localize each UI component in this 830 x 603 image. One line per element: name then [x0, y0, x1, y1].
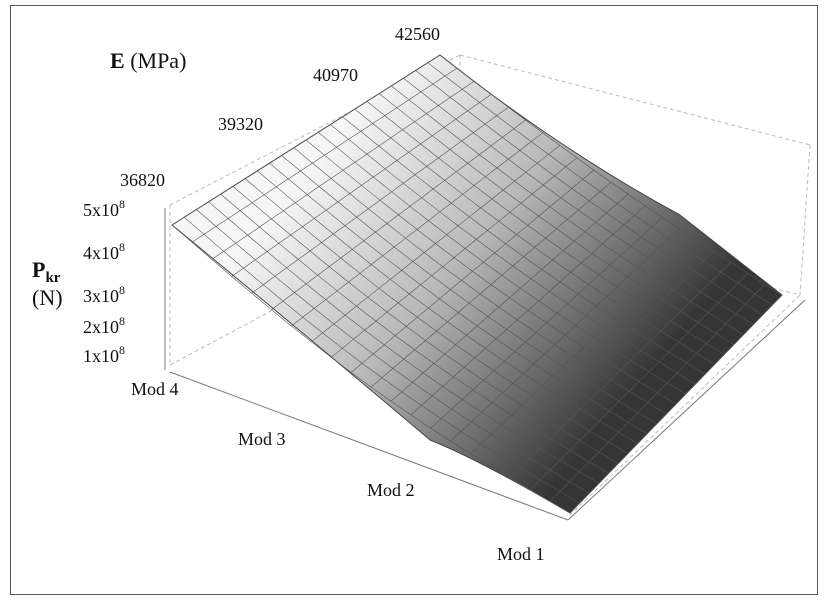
mesh-line — [171, 54, 441, 226]
mesh-line — [390, 193, 629, 402]
x-category: Mod 2 — [367, 480, 415, 500]
z-axis-title: Pkr — [32, 257, 61, 286]
z-tick: 1x108 — [83, 343, 125, 366]
e-tick: 40970 — [313, 65, 358, 85]
mesh-line — [231, 94, 492, 277]
front-axes — [164, 208, 806, 521]
mesh-line — [331, 157, 577, 358]
e-tick: 39320 — [218, 114, 263, 134]
mesh-line — [271, 119, 526, 310]
mesh-line — [410, 205, 646, 416]
mesh-line — [569, 294, 783, 514]
e-axis-title: E (MPa) — [110, 48, 186, 73]
surface-mesh — [171, 54, 783, 514]
mesh-line — [211, 80, 475, 260]
e-tick: 42560 — [395, 24, 440, 44]
surface — [171, 54, 783, 514]
z-tick: 5x108 — [83, 197, 125, 220]
x-category: Mod 4 — [131, 379, 179, 399]
mesh-line — [470, 239, 697, 454]
z-ticks: 1x108 2x108 3x108 4x108 5x108 — [83, 197, 125, 366]
z-tick: 2x108 — [83, 314, 125, 337]
mesh-line — [490, 250, 714, 467]
z-tick: 4x108 — [83, 240, 125, 263]
mesh-line — [510, 262, 731, 479]
mesh-line — [350, 169, 595, 373]
x-category: Mod 3 — [238, 429, 286, 449]
mesh-line — [251, 106, 509, 294]
mesh-line — [311, 145, 560, 343]
mesh-line — [430, 217, 663, 429]
x-category: Mod 1 — [497, 544, 545, 564]
mesh-line — [450, 228, 680, 442]
mesh-line — [291, 132, 543, 327]
z-axis-unit: (N) — [32, 285, 63, 310]
mesh-line — [191, 67, 458, 243]
mesh-line — [549, 283, 766, 502]
e-tick: 36820 — [120, 170, 165, 190]
z-tick: 3x108 — [83, 283, 125, 306]
mesh-line — [370, 181, 612, 388]
mesh-line — [529, 272, 749, 491]
